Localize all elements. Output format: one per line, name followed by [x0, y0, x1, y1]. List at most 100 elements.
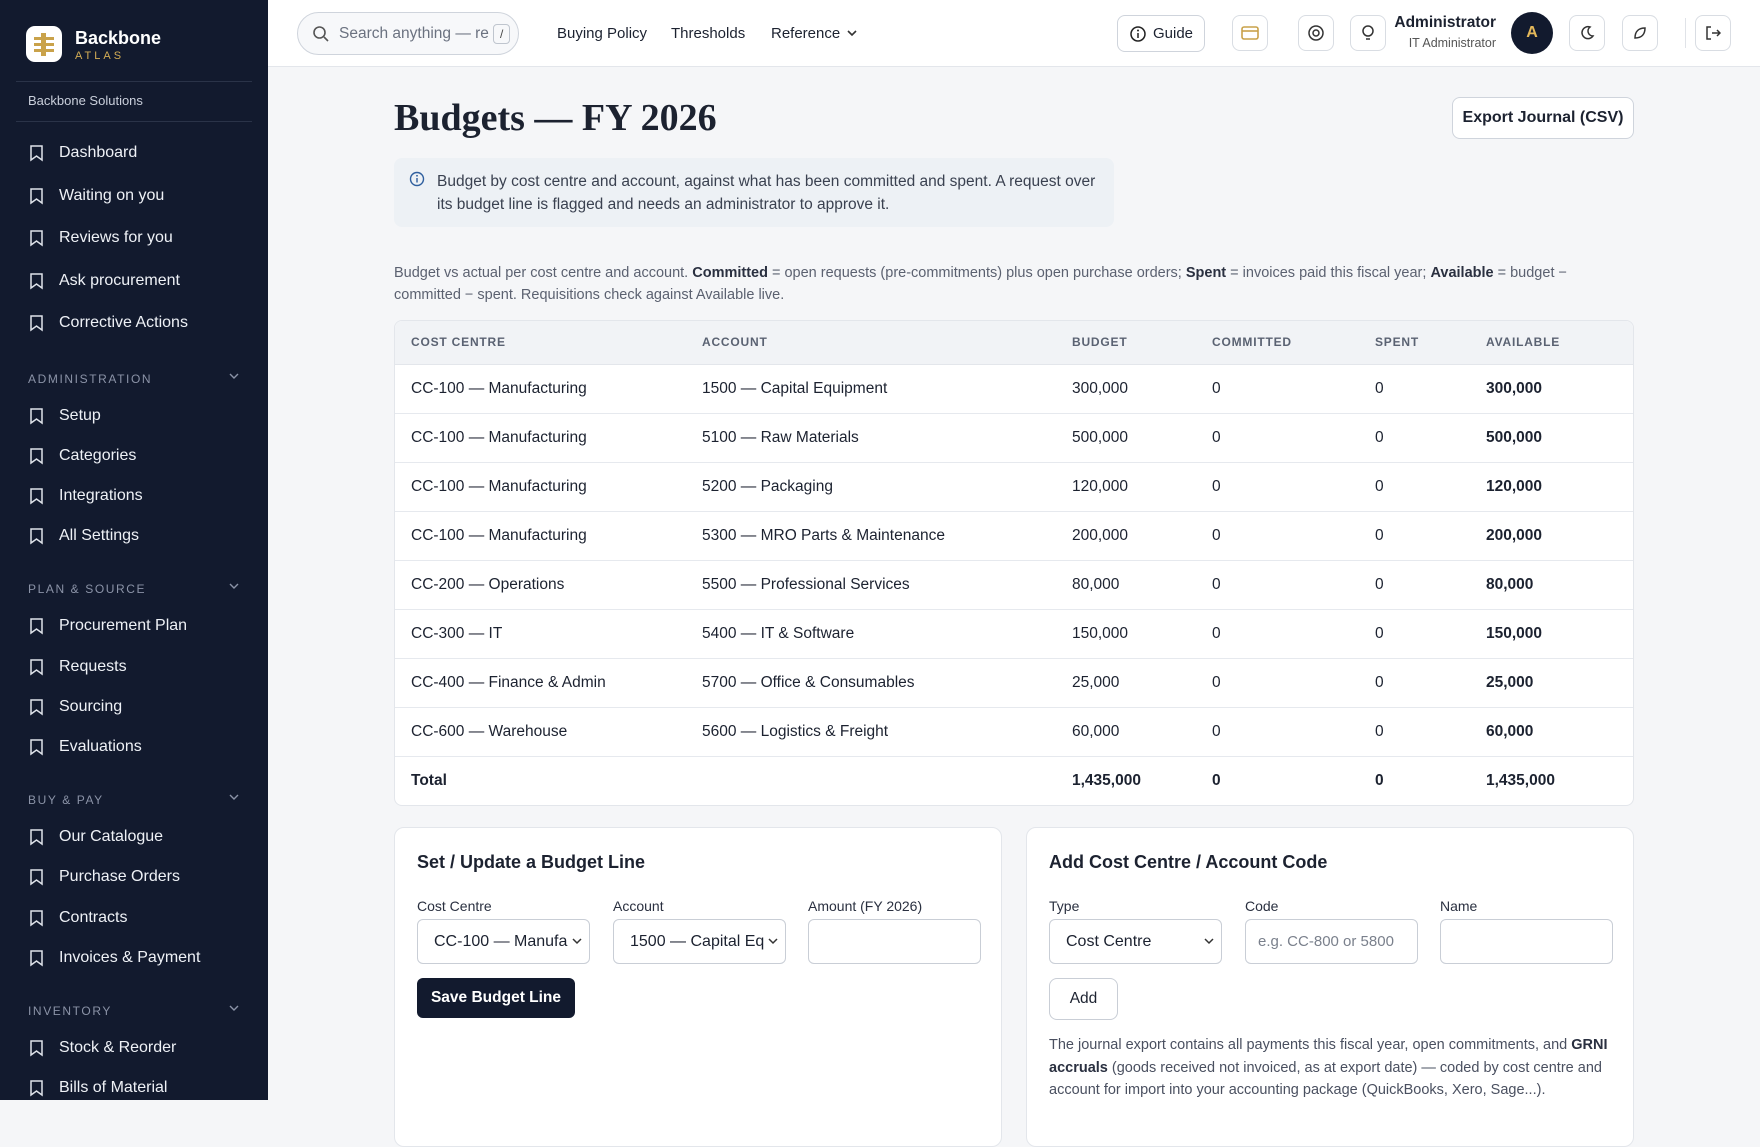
nav-item[interactable]: Contracts [28, 909, 127, 927]
avatar[interactable]: A [1511, 12, 1553, 54]
card-title: Add Cost Centre / Account Code [1049, 852, 1328, 872]
table-row: CC-100 — Manufacturing 5200 — Packaging 12… [395, 462, 1633, 512]
cell: CC-100 — Manufacturing [395, 413, 701, 463]
guide-button[interactable]: Guide [1117, 15, 1205, 52]
cost-centre-select[interactable]: CC-100 — Manufa [417, 919, 590, 964]
nav-label: Reviews for you [59, 229, 173, 246]
bold-term: Available [1430, 265, 1494, 281]
nav-label: Evaluations [59, 737, 142, 755]
nav-dropdown[interactable]: Reference [771, 25, 860, 42]
type-select[interactable]: Cost Centre [1049, 919, 1222, 964]
info-box: Budget by cost centre and account, again… [394, 158, 1114, 227]
brand: Backbone [75, 28, 162, 48]
nav-label: Ask procurement [59, 271, 180, 289]
nav-item[interactable]: Invoices & Payment [28, 949, 200, 967]
cell: 0 [1211, 707, 1374, 757]
brand-sub: ATLAS [75, 50, 125, 62]
nav-item[interactable]: Waiting on you [28, 187, 164, 205]
icon-button[interactable] [1232, 15, 1268, 51]
cell: 0 [1374, 609, 1485, 659]
account-select[interactable]: 1500 — Capital Eq [613, 919, 786, 964]
nav-item[interactable]: Purchase Orders [28, 868, 180, 886]
text: The journal export contains all payments… [1049, 1037, 1572, 1053]
table-row: CC-600 — Warehouse 5600 — Logistics & Fre… [395, 707, 1633, 757]
nav-item[interactable]: Stock & Reorder [28, 1039, 176, 1057]
logout-button[interactable] [1695, 15, 1731, 51]
nav-item[interactable]: Procurement Plan [28, 617, 187, 635]
nav-item[interactable]: Integrations [28, 487, 143, 505]
cell: 120,000 [1071, 462, 1211, 512]
cell: 500,000 [1485, 413, 1633, 463]
table-row: CC-300 — IT 5400 — IT & Software 150,000 0 0… [395, 609, 1633, 659]
nav-item[interactable]: Our Catalogue [28, 828, 163, 846]
cell: 300,000 [1071, 364, 1211, 414]
code-input[interactable]: e.g. CC-800 or 5800 [1245, 919, 1418, 964]
nav-item[interactable]: Evaluations [28, 738, 142, 756]
table-row: CC-400 — Finance & Admin 5700 — Office & … [395, 658, 1633, 708]
search[interactable]: Search anything — req / [297, 12, 519, 55]
nav-label: Stock & Reorder [59, 1038, 177, 1056]
bold-term: Committed [692, 265, 768, 281]
cell: 300,000 [1485, 364, 1633, 414]
nav-label: Setup [59, 406, 101, 424]
name-input[interactable] [1440, 919, 1613, 964]
section-title: ADMINISTRATION [28, 371, 153, 386]
icon-button[interactable] [1569, 15, 1605, 51]
cell: 5200 — Packaging [701, 462, 1071, 512]
text: = budget − committed − spent. Requisitio… [394, 265, 1567, 303]
cell: 0 [1211, 364, 1374, 414]
column-header: COMMITTED [1211, 321, 1374, 365]
save-button[interactable]: Save Budget Line [417, 978, 575, 1018]
cell: 0 [1374, 511, 1485, 561]
export-button[interactable]: Export Journal (CSV) [1452, 97, 1634, 139]
icon-button[interactable] [1298, 15, 1334, 51]
amount-input[interactable] [808, 919, 981, 964]
section-header[interactable]: BUY & PAY [28, 793, 240, 807]
nav-item[interactable]: Corrective Actions [28, 314, 188, 332]
text: Budget vs actual per cost centre and acc… [394, 265, 693, 281]
section-header[interactable]: ADMINISTRATION [28, 372, 240, 386]
cell: 80,000 [1485, 560, 1633, 610]
column-header: AVAILABLE [1485, 321, 1633, 365]
nav-link[interactable]: Buying Policy [557, 25, 648, 42]
card-title: Set / Update a Budget Line [417, 852, 646, 872]
add-button[interactable]: Add [1049, 978, 1118, 1020]
nav-item[interactable]: Categories [28, 447, 136, 465]
nav-item[interactable]: All Settings [28, 527, 139, 545]
field-label: Amount (FY 2026) [808, 898, 923, 914]
cell: 0 [1211, 560, 1374, 610]
cell: 0 [1212, 771, 1221, 789]
nav-link[interactable]: Thresholds [671, 25, 746, 42]
nav-item[interactable]: Requests [28, 658, 127, 676]
nav-item[interactable]: Ask procurement [28, 272, 180, 290]
field-label: Type [1049, 898, 1080, 914]
cell: 5700 — Office & Consumables [701, 658, 1071, 708]
nav-item[interactable]: Dashboard [28, 144, 137, 162]
cell: 5100 — Raw Materials [701, 413, 1071, 463]
nav-item[interactable]: Bills of Material [28, 1079, 167, 1097]
cell: 25,000 [1485, 658, 1633, 708]
select-value: 1500 — Capital Eq [630, 932, 765, 950]
table-row: CC-100 — Manufacturing 5100 — Raw Materia… [395, 413, 1633, 463]
cell: 1,435,000 [1072, 771, 1141, 789]
nav-label: Requests [59, 657, 127, 675]
section-title: BUY & PAY [28, 793, 104, 808]
cell: 0 [1211, 658, 1374, 708]
cell: 0 [1374, 462, 1485, 512]
icon-button[interactable] [1350, 15, 1386, 51]
section-header[interactable]: PLAN & SOURCE [28, 582, 240, 596]
icon-button[interactable] [1622, 15, 1658, 51]
nav-item[interactable]: Sourcing [28, 698, 122, 716]
nav-item[interactable]: Setup [28, 407, 101, 425]
budget-table: COST CENTRE ACCOUNT BUDGET COMMITTED SPENT AV… [394, 320, 1634, 806]
nav-label: Purchase Orders [59, 868, 180, 886]
nav-label: Bills of Material [59, 1079, 168, 1097]
nav-label: Dashboard [59, 144, 138, 161]
section-header[interactable]: INVENTORY [28, 1004, 240, 1018]
nav-label: Contracts [59, 908, 128, 926]
sidebar: Backbone ATLAS Backbone Solutions Dashbo… [0, 0, 268, 1100]
search-placeholder: Search anything — req [339, 24, 489, 42]
nav-item[interactable]: Reviews for you [28, 229, 173, 247]
field-label: Name [1440, 898, 1478, 914]
